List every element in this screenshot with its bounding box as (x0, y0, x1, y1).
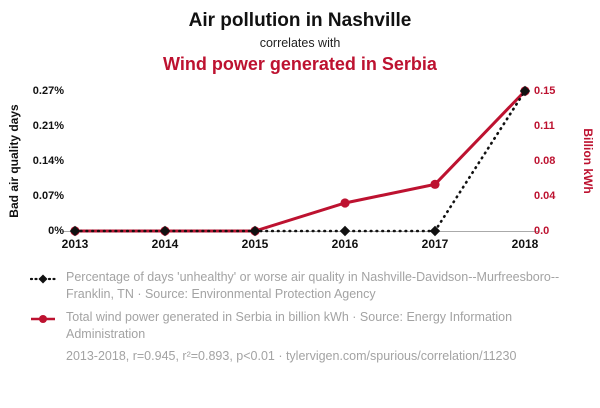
legend-item-air-quality: Percentage of days 'unhealthy' or worse … (29, 269, 560, 302)
x-axis-tick: 2016 (331, 237, 359, 251)
x-axis-tick: 2014 (151, 237, 179, 251)
chart-header: Air pollution in Nashville correlates wi… (0, 0, 600, 75)
chart-title-secondary: Wind power generated in Serbia (163, 54, 437, 74)
x-axis-tick: 2018 (511, 237, 539, 251)
dotted-diamond-marker-icon (29, 272, 57, 302)
legend-item-wind-power: Total wind power generated in Serbia in … (30, 309, 560, 342)
left-axis-title: Bad air quality days (7, 104, 21, 218)
chart-subtitle: correlates with (259, 36, 341, 50)
legend-text-air-quality: Percentage of days 'unhealthy' or worse … (66, 270, 560, 301)
solid-circle-marker-icon (30, 312, 56, 342)
right-axis-title: Billion kWh (581, 128, 595, 194)
x-axis-tick: 2013 (61, 237, 89, 251)
x-axis-tick: 2017 (421, 237, 449, 251)
plot-area: Bad air quality days Billion kWh 0% 0.0 0.… (0, 81, 600, 259)
x-axis-tick: 2015 (241, 237, 269, 251)
chart-title-primary: Air pollution in Nashville (188, 10, 412, 31)
legend-text-wind-power: Total wind power generated in Serbia in … (66, 310, 513, 341)
stats-and-source-line: 2013-2018, r=0.945, r²=0.893, p<0.01 · t… (66, 349, 517, 363)
legend: Percentage of days 'unhealthy' or worse … (0, 259, 600, 363)
chart-canvas (62, 85, 538, 237)
